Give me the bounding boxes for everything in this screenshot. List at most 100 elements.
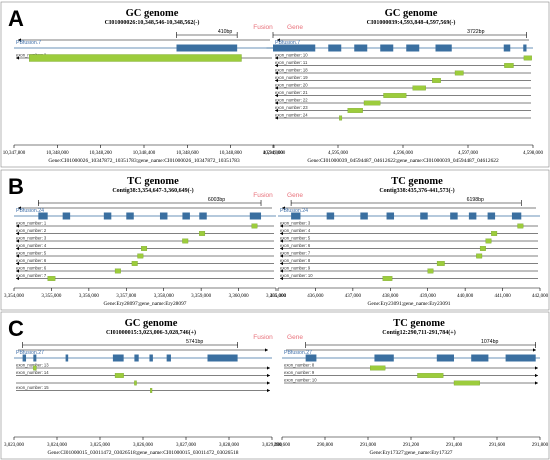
exon-label: exon_number: 13	[16, 363, 49, 368]
axis-tick-label: 10,348,400	[133, 151, 156, 156]
axis-tick-label: 3,356,000	[79, 294, 100, 299]
exon-row: exon_number: 3	[16, 236, 274, 244]
exon-block	[432, 78, 441, 83]
axis-tick-label: 3,355,000	[41, 294, 62, 299]
exon-row: exon_number: 6	[280, 243, 538, 251]
exon-block	[114, 373, 124, 378]
arrowhead	[267, 388, 270, 393]
axis-tick-label: 291,600	[489, 443, 506, 448]
axis-tick-label: 10,348,000	[46, 151, 69, 156]
arrowhead	[16, 231, 19, 236]
arrowhead	[16, 239, 19, 243]
arrowhead	[267, 373, 270, 378]
arrowhead	[533, 348, 536, 352]
exon-row: exon_number: 1	[16, 221, 274, 229]
arrowhead	[535, 373, 538, 378]
gene-exon	[22, 354, 27, 362]
exon-label: exon_number: 7	[16, 273, 47, 278]
arrowhead	[280, 246, 283, 251]
gene-exon	[305, 354, 317, 362]
axis-tick-label: 290,800	[317, 443, 334, 448]
axis-tick-label: 4,594,000	[263, 151, 284, 156]
exon-block	[182, 238, 189, 244]
arrowhead	[16, 276, 19, 281]
exon-label: exon_number: 4	[280, 228, 311, 233]
axis-tick-label: 10,348,800	[219, 151, 242, 156]
gene-exon	[406, 44, 420, 52]
exon-label: exon_number: 21	[275, 90, 308, 95]
gene-exon	[103, 212, 112, 220]
exon-row: exon_number: 8	[280, 258, 538, 266]
exon-block	[417, 373, 444, 378]
gene-name: Gene:Ery23091;gene_name:Ery23091	[368, 301, 451, 307]
exon-block	[251, 223, 258, 229]
pbfusion-label: PBfusion.7	[16, 40, 41, 46]
gene-exon	[420, 212, 428, 220]
gene-name: Gene:CI01000015_03011472_03026518;gene_n…	[48, 450, 239, 456]
exon-label: exon_number: 1	[16, 221, 47, 226]
gene-exon	[354, 44, 368, 52]
arrowhead	[280, 224, 283, 228]
arrowhead	[16, 56, 19, 60]
exon-block	[114, 268, 121, 274]
gene-exon	[523, 44, 527, 52]
gene-exon	[471, 354, 489, 362]
exon-label: exon_number: 23	[275, 105, 308, 110]
arrowhead	[275, 78, 278, 83]
arrowhead	[275, 71, 278, 75]
gene-exon	[207, 354, 238, 362]
exon-label: exon_number: 9	[284, 370, 315, 375]
exon-row	[16, 380, 270, 386]
arrowhead	[535, 381, 538, 385]
genome-coordinates: Contig338:435,376-441,573(-)	[379, 187, 454, 194]
exon-label: exon_number: 10	[280, 273, 313, 278]
panel-frame	[0, 1, 550, 168]
arrowhead	[275, 108, 278, 113]
exon-block	[504, 63, 514, 68]
fusion-label: Fusion	[253, 192, 273, 199]
gene-exon	[468, 212, 477, 220]
exon-block	[199, 231, 206, 236]
exon-block	[363, 100, 381, 106]
arrowhead	[535, 366, 538, 370]
exon-label: exon_number: 10	[275, 53, 308, 58]
exon-row: exon_number: 2	[16, 228, 274, 236]
axis-tick-label: 4,598,000	[523, 151, 544, 156]
arrowhead	[275, 63, 278, 68]
panel-label: C	[8, 316, 24, 341]
genome-title: TC genome	[391, 176, 443, 187]
axis-tick-label: 439,000	[420, 294, 437, 299]
axis-tick-label: 291,400	[446, 443, 463, 448]
gene-exon	[176, 44, 238, 52]
gene-exon	[273, 44, 316, 52]
exon-label: exon_number: 7	[280, 251, 311, 256]
exon-row: exon_number: 7	[280, 251, 538, 259]
axis-tick-label: 291,000	[360, 443, 377, 448]
gene-exon	[65, 354, 69, 362]
span-length: 410bp	[218, 29, 233, 35]
exon-label: exon_number: 9	[280, 266, 311, 271]
exon-block	[339, 115, 343, 121]
gene-name: Gene:CI01000039_04594487_04612622;gene_n…	[307, 158, 499, 164]
exon-label: exon_number: 18	[275, 68, 308, 73]
arrowhead	[16, 261, 19, 266]
exon-block	[29, 54, 242, 62]
axis-tick-label: 10,348,200	[89, 151, 112, 156]
gene-exon	[62, 212, 71, 220]
gene-name: Gene:Ery28097;gene_name:Ery28097	[104, 301, 187, 307]
gene-exon	[126, 212, 134, 220]
arrowhead	[267, 366, 270, 370]
axis-tick-label: 441,000	[494, 294, 511, 299]
gene-exon	[33, 354, 37, 362]
exon-row: exon_number: 13	[16, 363, 270, 371]
axis-tick-label: 440,000	[457, 294, 474, 299]
exon-row: exon_number: 7	[16, 273, 274, 281]
exon-label: exon_number: 24	[275, 113, 308, 118]
exon-row: exon_number: 4	[280, 228, 538, 236]
exon-row: exon_number: 21	[275, 90, 531, 98]
exon-row: exon_number: 10	[284, 378, 538, 386]
axis-tick-label: 435,000	[270, 294, 287, 299]
gene-exon	[112, 354, 124, 362]
exon-row: exon_number: 23	[275, 105, 531, 113]
